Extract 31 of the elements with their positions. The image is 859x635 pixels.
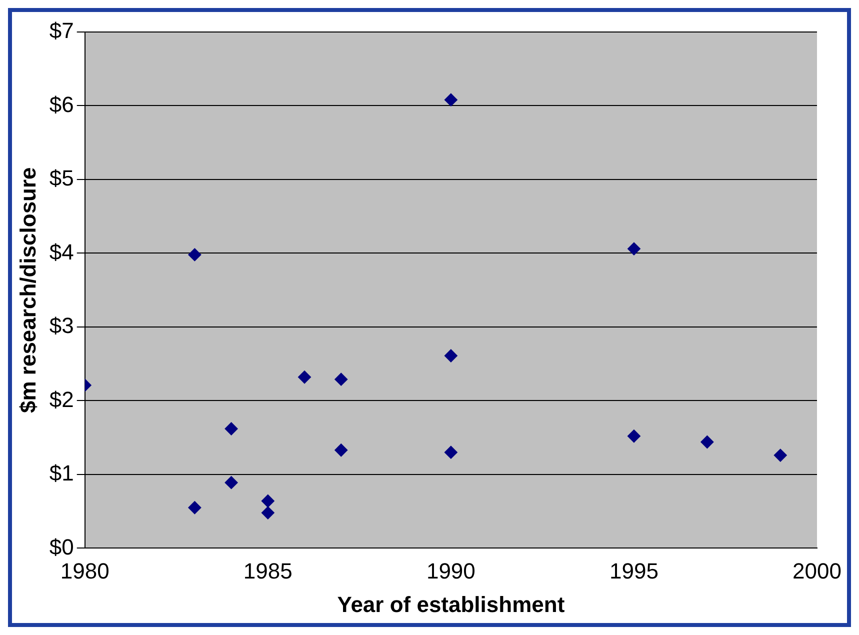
y-tick-label: $3 <box>49 313 74 338</box>
point <box>627 242 640 256</box>
x-tick-label: 2000 <box>792 558 842 584</box>
point <box>444 446 458 459</box>
y-tick-label: $4 <box>49 239 74 264</box>
point <box>774 448 787 462</box>
point <box>627 430 640 443</box>
point <box>334 444 348 457</box>
x-tick-label: 1995 <box>609 558 658 584</box>
point <box>224 422 238 436</box>
y-tick-label: $2 <box>49 386 74 412</box>
point <box>700 436 714 449</box>
point <box>334 372 348 386</box>
point <box>298 370 312 384</box>
point <box>188 248 202 262</box>
x-axis-title: Year of establishment <box>337 592 566 617</box>
y-axis-title: $m research/disclosure <box>15 167 40 414</box>
point <box>188 501 202 514</box>
x-tick-label: 1985 <box>243 558 292 584</box>
y-tick-label: $7 <box>49 18 74 44</box>
y-tick-label: $6 <box>49 92 74 117</box>
point <box>444 349 458 362</box>
point <box>261 494 274 508</box>
point <box>224 476 238 490</box>
y-tick-label: $1 <box>49 460 74 486</box>
x-tick-label: 1990 <box>426 558 476 584</box>
y-tick-label: $0 <box>49 534 74 560</box>
x-tick-label: 1980 <box>60 558 110 584</box>
y-tick-label: $5 <box>49 166 74 191</box>
point <box>261 506 274 520</box>
point <box>444 93 458 106</box>
